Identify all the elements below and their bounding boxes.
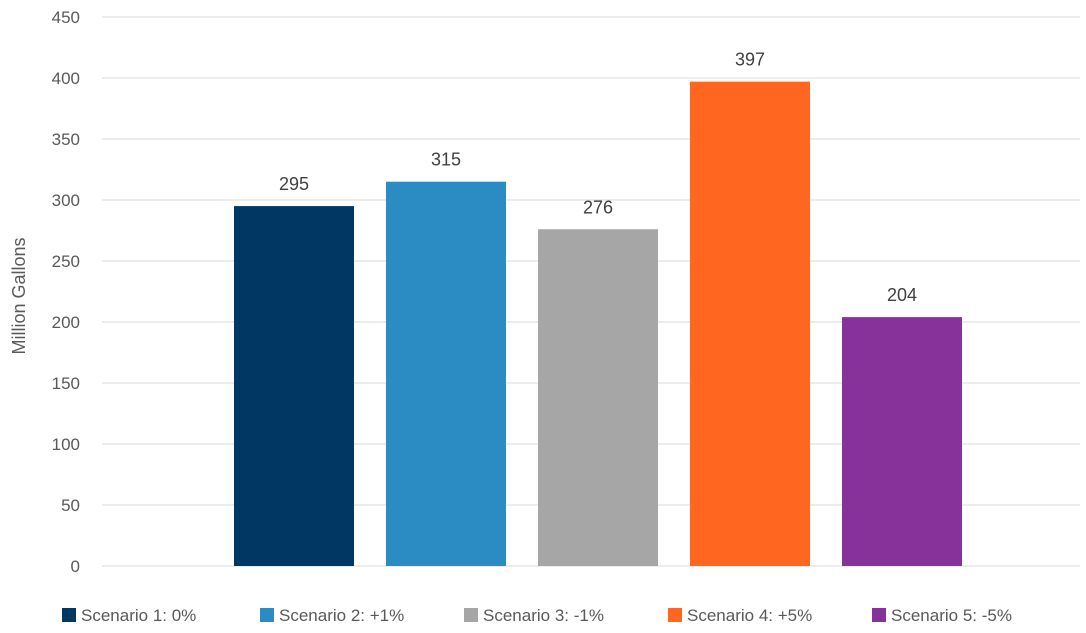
y-tick-label: 0 <box>71 557 80 576</box>
data-label: 315 <box>431 150 461 170</box>
y-tick-label: 350 <box>52 130 80 149</box>
y-tick-label: 300 <box>52 191 80 210</box>
legend-swatch <box>62 608 76 622</box>
y-axis-title: Million Gallons <box>9 237 29 354</box>
data-label: 397 <box>735 50 765 70</box>
y-tick-label: 100 <box>52 435 80 454</box>
data-label: 204 <box>887 285 917 305</box>
legend-label: Scenario 2: +1% <box>279 606 404 625</box>
legend-swatch <box>260 608 274 622</box>
legend-swatch <box>872 608 886 622</box>
bar <box>538 229 658 566</box>
y-axis-ticks: 0 50 100 150 200 250 300 350 400 450 <box>52 8 80 576</box>
legend-label: Scenario 1: 0% <box>81 606 196 625</box>
y-tick-label: 450 <box>52 8 80 27</box>
bar <box>842 317 962 566</box>
y-tick-label: 200 <box>52 313 80 332</box>
legend-label: Scenario 3: -1% <box>483 606 604 625</box>
bar <box>386 181 506 566</box>
y-tick-label: 50 <box>61 496 80 515</box>
legend-label: Scenario 5: -5% <box>891 606 1012 625</box>
data-labels: 295 315 276 397 204 <box>279 50 917 305</box>
y-tick-label: 250 <box>52 252 80 271</box>
legend-swatch <box>464 608 478 622</box>
data-label: 276 <box>583 197 613 217</box>
legend: Scenario 1: 0% Scenario 2: +1% Scenario 3:… <box>62 606 1012 625</box>
bar <box>234 206 354 566</box>
y-tick-label: 150 <box>52 374 80 393</box>
bar <box>690 81 810 566</box>
bars <box>234 81 962 566</box>
data-label: 295 <box>279 174 309 194</box>
y-tick-label: 400 <box>52 69 80 88</box>
legend-swatch <box>668 608 682 622</box>
legend-label: Scenario 4: +5% <box>687 606 812 625</box>
